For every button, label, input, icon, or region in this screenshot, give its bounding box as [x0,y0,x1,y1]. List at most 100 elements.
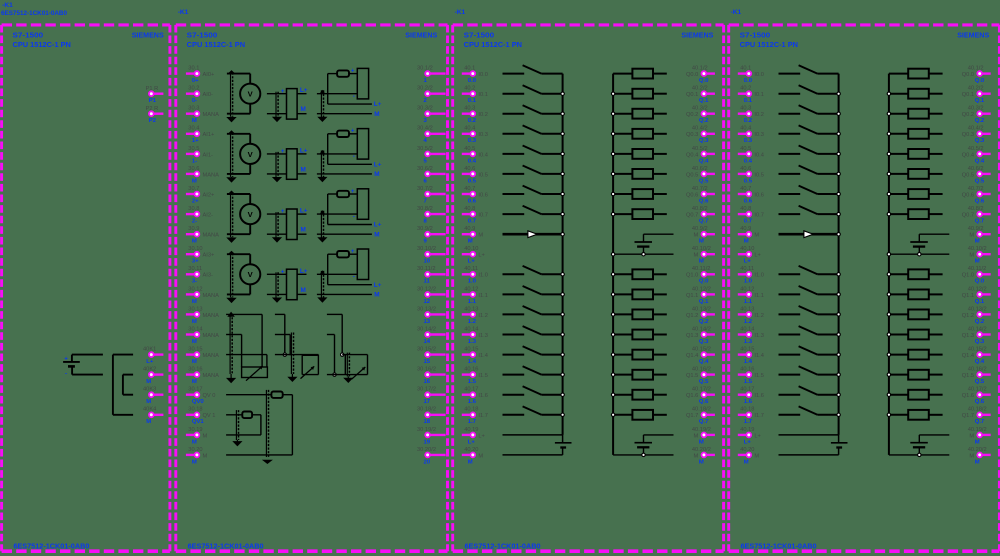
svg-text:I1.1: I1.1 [754,293,764,299]
svg-text:40.1/2: 40.1/2 [968,66,984,72]
svg-text:M: M [192,319,197,325]
svg-text:Q.3: Q.3 [975,339,985,345]
svg-text:40.14/2: 40.14/2 [968,326,987,332]
svg-text:30.19/2: 30.19/2 [417,427,436,433]
svg-text:3-: 3- [192,279,197,285]
svg-text:0.6: 0.6 [744,198,753,204]
svg-text:40.19: 40.19 [740,427,754,433]
svg-text:M: M [192,178,197,184]
svg-text:40.14: 40.14 [740,326,754,332]
svg-text:Q1.0: Q1.0 [686,273,698,279]
svg-text:L+: L+ [374,101,382,108]
svg-text:40.5/2: 40.5/2 [968,146,984,152]
svg-text:40.20/2: 40.20/2 [968,447,987,453]
svg-text:40.4: 40.4 [464,126,475,132]
svg-text:16: 16 [424,379,431,385]
svg-text:L+: L+ [744,259,752,265]
svg-text:-: - [353,214,355,220]
svg-text:I1.6: I1.6 [478,393,488,399]
svg-text:I0.1: I0.1 [754,92,764,98]
svg-text:30.9: 30.9 [188,226,199,232]
svg-text:40.1: 40.1 [464,66,475,72]
svg-text:40.6: 40.6 [740,166,751,172]
svg-text:40.12/2: 40.12/2 [692,286,711,292]
svg-text:Q.5: Q.5 [975,379,985,385]
svg-text:0.1: 0.1 [744,98,753,104]
svg-text:L+: L+ [146,359,154,365]
svg-text:Q0.2: Q0.2 [686,112,698,118]
svg-text:M: M [969,233,974,239]
svg-text:Q1.1: Q1.1 [962,293,974,299]
svg-text:40.13: 40.13 [464,306,478,312]
svg-text:CPU 1512C-1 PN: CPU 1512C-1 PN [740,40,798,49]
svg-text:40.2: 40.2 [740,86,751,92]
svg-text:30.11: 30.11 [188,266,202,272]
svg-text:Q.6: Q.6 [699,198,709,204]
svg-text:40.8/2: 40.8/2 [968,206,984,212]
svg-text:0.3: 0.3 [744,138,753,144]
svg-text:40.8/2: 40.8/2 [692,206,708,212]
svg-text:40.4: 40.4 [740,126,751,132]
svg-text:M: M [203,433,208,439]
svg-text:MANA: MANA [203,353,220,359]
svg-text:Q.4: Q.4 [975,158,985,164]
svg-text:1.5: 1.5 [468,379,477,385]
svg-text:30.5: 30.5 [188,146,199,152]
svg-text:0+: 0+ [192,78,199,84]
svg-text:M: M [694,453,699,459]
svg-text:1.6: 1.6 [468,399,477,405]
svg-text:V: V [248,150,254,159]
svg-text:CPU 1512C-1 PN: CPU 1512C-1 PN [187,40,245,49]
svg-text:-K1: -K1 [731,9,742,16]
svg-text:-K1: -K1 [178,9,189,16]
svg-text:Q1.1: Q1.1 [686,293,698,299]
svg-text:3+: 3+ [192,259,199,265]
svg-text:Q1.5: Q1.5 [686,373,698,379]
svg-text:M: M [969,433,974,439]
svg-text:40.5: 40.5 [740,146,751,152]
svg-text:2+: 2+ [192,198,199,204]
svg-text:I1.1: I1.1 [478,293,488,299]
svg-text:V: V [248,270,254,279]
svg-text:30.12: 30.12 [188,286,202,292]
svg-text:I1.3: I1.3 [754,333,764,339]
svg-text:30.10/2: 30.10/2 [417,246,436,252]
svg-text:30.10: 30.10 [188,246,202,252]
svg-text:18: 18 [424,419,431,425]
svg-text:QV 0: QV 0 [203,393,216,399]
svg-text:M: M [192,359,197,365]
svg-text:40.9: 40.9 [464,226,475,232]
svg-text:1+: 1+ [192,138,199,144]
svg-text:I1.5: I1.5 [478,373,488,379]
svg-text:0-: 0- [192,98,197,104]
svg-text:SIEMENS: SIEMENS [405,30,437,39]
svg-text:M: M [203,453,208,459]
svg-text:-: - [65,370,67,377]
svg-text:Q.0: Q.0 [975,78,985,84]
svg-text:0.0: 0.0 [744,78,753,84]
svg-text:40.17: 40.17 [740,387,754,393]
svg-text:I0.1: I0.1 [478,92,488,98]
svg-text:I1.5: I1.5 [754,373,764,379]
svg-text:M: M [694,433,699,439]
svg-text:L+: L+ [374,161,382,168]
svg-text:M: M [301,106,306,113]
svg-text:M: M [478,453,483,459]
svg-text:40.14/2: 40.14/2 [692,326,711,332]
svg-text:L+: L+ [300,268,308,275]
svg-text:AI2-: AI2- [203,213,214,219]
svg-text:Q0.7: Q0.7 [962,213,974,219]
svg-text:Q1.2: Q1.2 [686,313,698,319]
svg-text:Q.1: Q.1 [699,299,709,305]
svg-text:M: M [192,379,197,385]
svg-text:1-: 1- [192,158,197,164]
svg-text:L+: L+ [478,253,485,259]
svg-text:-: - [353,275,355,281]
svg-text:+: + [351,249,355,255]
svg-text:40.6: 40.6 [464,166,475,172]
svg-text:M: M [754,453,759,459]
svg-text:30.7: 30.7 [188,186,199,192]
svg-text:40.6/2: 40.6/2 [692,166,708,172]
svg-text:19: 19 [424,439,431,445]
svg-text:2: 2 [424,98,428,104]
